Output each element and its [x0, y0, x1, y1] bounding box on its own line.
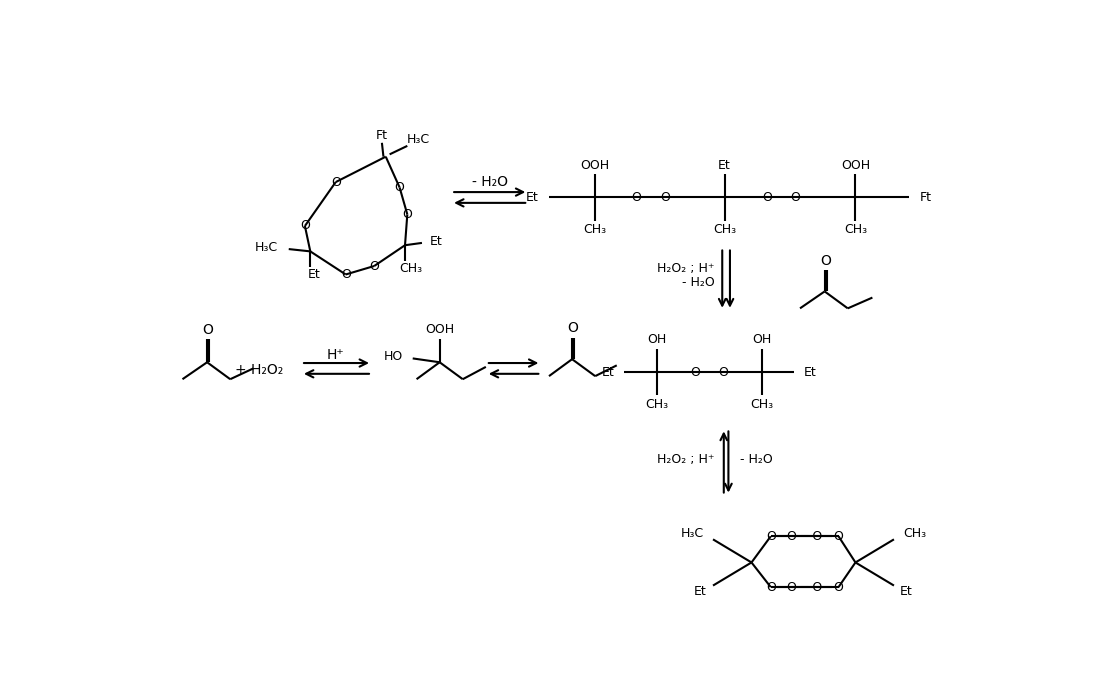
Text: H⁺: H⁺ [327, 347, 344, 361]
Text: Ft: Ft [920, 191, 932, 204]
Text: Et: Et [718, 159, 731, 172]
Text: O: O [369, 260, 379, 273]
Text: O: O [766, 580, 776, 594]
Text: - H₂O: - H₂O [740, 453, 773, 466]
Text: H₃C: H₃C [407, 133, 430, 146]
Text: CH₃: CH₃ [400, 262, 423, 275]
Text: O: O [402, 208, 412, 221]
Text: Et: Et [308, 268, 320, 281]
Text: OOH: OOH [580, 159, 610, 172]
Text: OH: OH [752, 333, 772, 347]
Text: OOH: OOH [425, 324, 455, 336]
Text: Et: Et [602, 366, 614, 379]
Text: H₃C: H₃C [681, 527, 704, 539]
Text: O: O [395, 181, 404, 194]
Text: O: O [567, 322, 578, 335]
Text: O: O [202, 323, 213, 337]
Text: O: O [834, 580, 844, 594]
Text: O: O [790, 191, 800, 204]
Text: O: O [691, 366, 701, 379]
Text: O: O [331, 175, 341, 189]
Text: - H₂O: - H₂O [472, 175, 508, 189]
Text: O: O [341, 268, 351, 281]
Text: - H₂O: - H₂O [682, 276, 715, 289]
Text: CH₃: CH₃ [713, 223, 736, 237]
Text: O: O [766, 530, 776, 543]
Text: O: O [718, 366, 728, 379]
Text: OOH: OOH [841, 159, 870, 172]
Text: O: O [660, 191, 670, 204]
Text: O: O [834, 530, 844, 543]
Text: O: O [299, 219, 309, 232]
Text: O ─ O: O ─ O [787, 530, 822, 543]
Text: H₂O₂ ; H⁺: H₂O₂ ; H⁺ [657, 262, 715, 275]
Text: CH₃: CH₃ [844, 223, 867, 237]
Text: H₂O₂ ; H⁺: H₂O₂ ; H⁺ [657, 453, 715, 466]
Text: CH₃: CH₃ [645, 398, 668, 411]
Text: O: O [631, 191, 640, 204]
Text: O: O [820, 253, 831, 268]
Text: CH₃: CH₃ [584, 223, 607, 237]
Text: HO: HO [384, 350, 402, 363]
Text: Et: Et [430, 235, 443, 248]
Text: + H₂O₂: + H₂O₂ [235, 363, 283, 377]
Text: CH₃: CH₃ [750, 398, 773, 411]
Text: O: O [762, 191, 772, 204]
Text: CH₃: CH₃ [903, 527, 927, 539]
Text: Et: Et [803, 366, 816, 379]
Text: H₃C: H₃C [255, 241, 278, 254]
Text: Ft: Ft [376, 129, 388, 141]
Text: O ─ O: O ─ O [787, 580, 822, 594]
Text: OH: OH [647, 333, 667, 347]
Text: Et: Et [694, 585, 707, 599]
Text: Et: Et [901, 585, 913, 599]
Text: Et: Et [526, 191, 538, 204]
